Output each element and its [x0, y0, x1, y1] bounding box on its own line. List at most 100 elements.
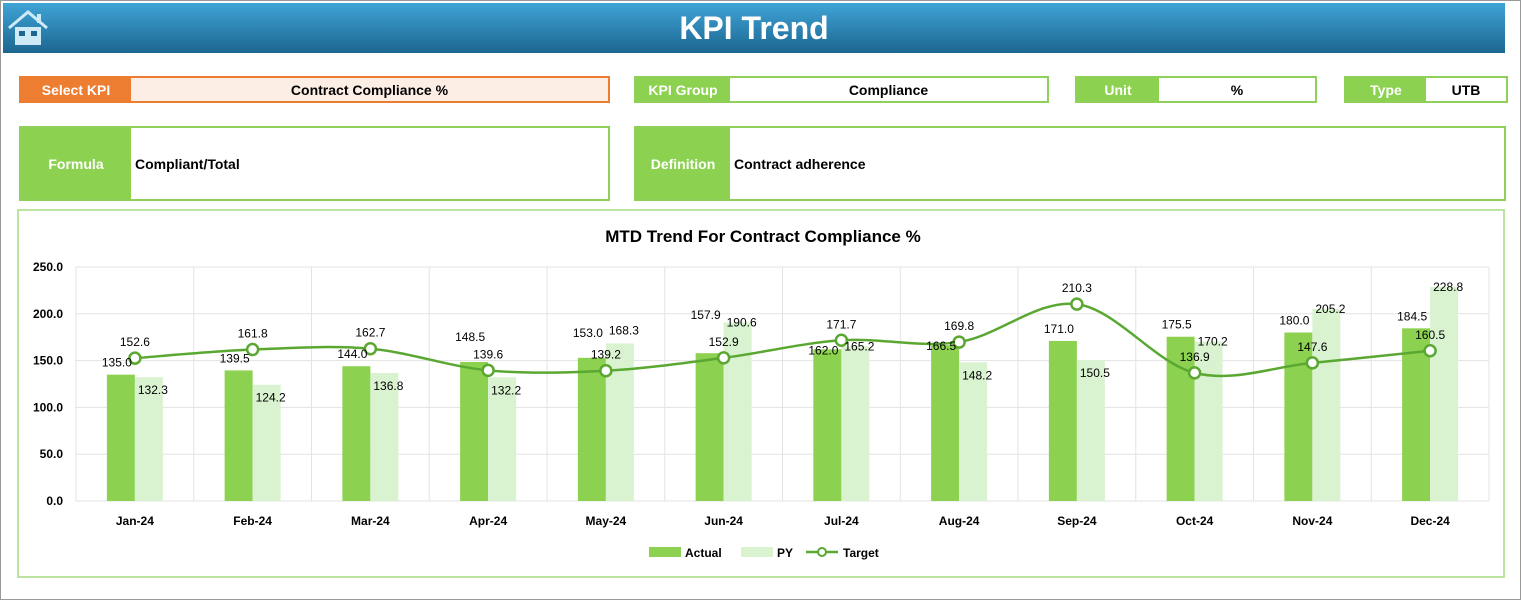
target-marker: [1305, 356, 1320, 370]
actual-bar: [695, 353, 724, 501]
actual-data-label: 171.0: [1044, 322, 1074, 336]
actual-data-label: 166.5: [926, 339, 956, 353]
py-data-label: 132.3: [138, 383, 168, 397]
select-kpi-label: Select KPI: [21, 78, 131, 101]
target-data-label: 139.6: [473, 347, 503, 361]
actual-bar: [342, 366, 371, 501]
select-kpi-field[interactable]: Select KPI Contract Compliance %: [19, 76, 610, 103]
legend-py-label: PY: [777, 546, 793, 560]
actual-bar: [1402, 328, 1431, 501]
unit-field: Unit %: [1075, 76, 1317, 103]
target-marker: [363, 341, 378, 356]
py-data-label: 170.2: [1198, 335, 1228, 349]
target-data-label: 152.9: [709, 335, 739, 349]
py-data-label: 165.2: [844, 339, 874, 353]
target-data-label: 160.5: [1415, 328, 1445, 342]
home-icon[interactable]: [7, 9, 49, 47]
target-data-label: 152.6: [120, 335, 150, 349]
definition-field: Definition Contract adherence: [634, 126, 1506, 201]
unit-label: Unit: [1077, 78, 1159, 101]
y-tick-label: 50.0: [40, 447, 64, 461]
target-marker: [1070, 297, 1084, 311]
target-marker: [599, 363, 613, 378]
py-data-label: 132.2: [491, 383, 521, 397]
y-tick-label: 250.0: [33, 260, 63, 274]
kpi-group-value: Compliance: [848, 81, 929, 98]
legend-target-marker: [817, 547, 827, 557]
py-bar: [841, 346, 870, 501]
x-tick-label: Oct-24: [1176, 514, 1214, 528]
x-tick-label: Jun-24: [704, 514, 743, 528]
target-data-label: 210.3: [1062, 281, 1092, 295]
select-kpi-dropdown[interactable]: Contract Compliance %: [131, 78, 608, 101]
chart-title: MTD Trend For Contract Compliance %: [605, 227, 920, 246]
legend-actual-swatch: [649, 547, 681, 557]
py-bar: [723, 322, 752, 501]
target-marker: [952, 335, 966, 349]
type-value: UTB: [1451, 81, 1481, 98]
x-tick-label: Jan-24: [116, 514, 154, 528]
py-bar: [1430, 286, 1459, 501]
y-tick-label: 0.0: [46, 494, 63, 508]
definition-value: Contract adherence: [734, 155, 866, 172]
x-tick-label: Mar-24: [351, 514, 390, 528]
py-bar: [134, 377, 163, 501]
target-marker: [716, 351, 731, 365]
x-tick-label: Jul-24: [824, 514, 859, 528]
target-data-label: 147.6: [1297, 340, 1327, 354]
y-tick-label: 200.0: [33, 307, 63, 321]
py-data-label: 190.6: [727, 316, 757, 330]
py-bar: [252, 384, 281, 501]
actual-data-label: 162.0: [808, 343, 838, 357]
x-tick-label: Sep-24: [1057, 514, 1097, 528]
actual-data-label: 175.5: [1162, 318, 1192, 332]
x-tick-label: Aug-24: [939, 514, 980, 528]
actual-bar: [813, 349, 842, 501]
actual-data-label: 139.5: [220, 351, 250, 365]
actual-bar: [931, 345, 960, 501]
type-field: Type UTB: [1344, 76, 1508, 103]
actual-data-label: 144.0: [337, 347, 367, 361]
kpi-group-label: KPI Group: [636, 78, 730, 101]
actual-data-label: 180.0: [1279, 314, 1309, 328]
py-bar: [1312, 308, 1341, 501]
py-data-label: 136.8: [373, 379, 403, 393]
target-data-label: 139.2: [591, 348, 621, 362]
kpi-group-field: KPI Group Compliance: [634, 76, 1049, 103]
py-bar: [488, 377, 517, 501]
actual-data-label: 153.0: [573, 326, 603, 340]
chart-container: [17, 209, 1505, 578]
x-tick-label: Apr-24: [469, 514, 507, 528]
target-data-label: 161.8: [238, 327, 268, 341]
py-data-label: 228.8: [1433, 280, 1463, 294]
actual-bar: [106, 374, 135, 501]
py-bar: [959, 362, 988, 501]
py-data-label: 205.2: [1315, 302, 1345, 316]
target-marker: [834, 333, 849, 348]
actual-bar: [460, 362, 489, 501]
unit-value: %: [1230, 81, 1244, 98]
target-marker: [245, 342, 260, 357]
x-tick-label: May-24: [586, 514, 627, 528]
py-data-label: 150.5: [1080, 366, 1110, 380]
actual-bar: [1166, 336, 1195, 501]
target-data-label: 169.8: [944, 319, 974, 333]
py-data-label: 124.2: [256, 391, 286, 405]
py-bar: [370, 372, 399, 501]
legend-py-swatch: [741, 547, 773, 557]
x-tick-label: Feb-24: [233, 514, 272, 528]
type-label: Type: [1346, 78, 1426, 101]
target-data-label: 171.7: [826, 317, 856, 331]
formula-field: Formula Compliant/Total: [19, 126, 610, 201]
actual-data-label: 157.9: [691, 308, 721, 322]
target-marker: [128, 351, 142, 365]
py-bar: [1194, 341, 1223, 501]
formula-label: Formula: [21, 128, 131, 199]
target-data-label: 162.7: [355, 326, 385, 340]
target-marker: [481, 363, 495, 378]
actual-bar: [577, 357, 606, 501]
legend-target-label: Target: [843, 546, 879, 560]
definition-label: Definition: [636, 128, 730, 199]
py-data-label: 168.3: [609, 323, 639, 337]
